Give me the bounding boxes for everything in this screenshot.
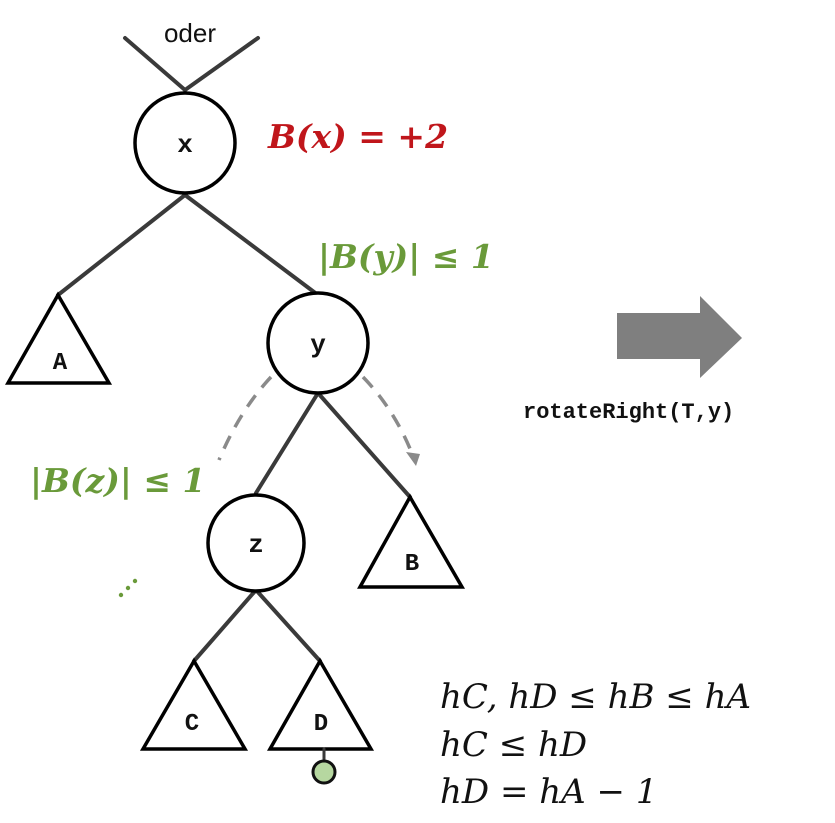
balance-y-annotation: |B(y)| ≤ 1 xyxy=(318,237,494,276)
top-label: oder xyxy=(164,18,216,48)
node-x-label: x xyxy=(177,130,193,160)
node-z xyxy=(206,493,306,593)
edge-y-b xyxy=(316,391,412,499)
edge-z-c xyxy=(192,588,258,663)
rotation-operation-label: rotateRight(T,y) xyxy=(523,400,734,425)
edge-z-d xyxy=(254,588,322,663)
condition-line-2: hC ≤ hD xyxy=(440,725,587,765)
node-x xyxy=(133,91,237,195)
edge-x-a xyxy=(56,193,187,297)
subtree-b xyxy=(357,493,466,589)
node-y xyxy=(266,291,370,395)
subtree-c xyxy=(139,657,249,751)
dashed-curve-right xyxy=(361,375,415,457)
parent-edge-right xyxy=(183,36,260,92)
subtree-c-label: C xyxy=(185,711,199,738)
subtree-a-label: A xyxy=(53,350,68,377)
edge-y-z xyxy=(254,391,320,495)
parent-edge-left xyxy=(123,36,187,92)
subtree-a xyxy=(4,291,113,385)
subtree-d xyxy=(266,657,375,751)
balance-z-annotation: |B(z)| ≤ 1 xyxy=(30,461,205,500)
right-arrow-icon xyxy=(617,296,742,378)
condition-line-1: hC, hD ≤ hB ≤ hA xyxy=(440,677,751,717)
dashed-curve-left xyxy=(217,375,273,461)
dashed-arrowhead xyxy=(406,452,420,466)
balance-x-annotation: B(x) = +2 xyxy=(267,117,448,156)
node-z-label: z xyxy=(248,530,264,560)
subtree-d-label: D xyxy=(314,711,328,738)
node-y-label: y xyxy=(310,330,326,360)
subtree-b-label: B xyxy=(405,551,419,578)
ellipsis-dots xyxy=(118,578,138,598)
condition-line-3: hD = hA − 1 xyxy=(440,772,657,812)
extra-leaf-dot xyxy=(311,759,337,785)
edge-x-y xyxy=(183,193,320,297)
